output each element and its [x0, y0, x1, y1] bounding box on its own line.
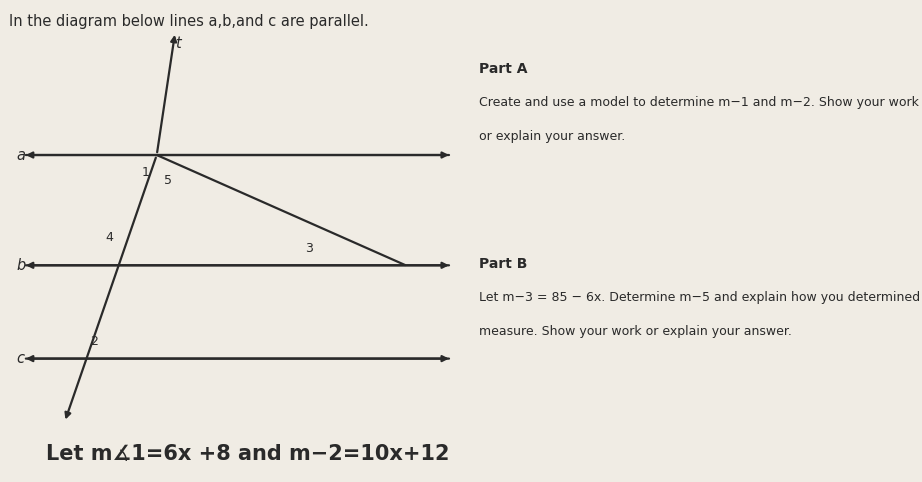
Text: t: t: [174, 36, 181, 51]
Text: Create and use a model to determine m−1 and m−2. Show your work: Create and use a model to determine m−1 …: [479, 95, 919, 108]
Text: Part B: Part B: [479, 257, 527, 271]
Text: measure. Show your work or explain your answer.: measure. Show your work or explain your …: [479, 325, 792, 338]
Text: 5: 5: [163, 174, 171, 187]
Text: c: c: [17, 351, 25, 366]
Text: 2: 2: [89, 335, 98, 348]
Text: Let m∡1=6x +8 and m−2=10x+12: Let m∡1=6x +8 and m−2=10x+12: [46, 443, 450, 463]
Text: 3: 3: [305, 241, 313, 254]
Text: Part A: Part A: [479, 62, 528, 76]
Text: or explain your answer.: or explain your answer.: [479, 130, 626, 143]
Text: Let m−3 = 85 − 6x. Determine m−5 and explain how you determined this: Let m−3 = 85 − 6x. Determine m−5 and exp…: [479, 291, 922, 304]
Text: a: a: [17, 147, 25, 162]
Text: 1: 1: [142, 166, 149, 179]
Text: 4: 4: [105, 231, 112, 244]
Text: In the diagram below lines a,b,and c are parallel.: In the diagram below lines a,b,and c are…: [9, 14, 369, 29]
Text: b: b: [16, 258, 26, 273]
